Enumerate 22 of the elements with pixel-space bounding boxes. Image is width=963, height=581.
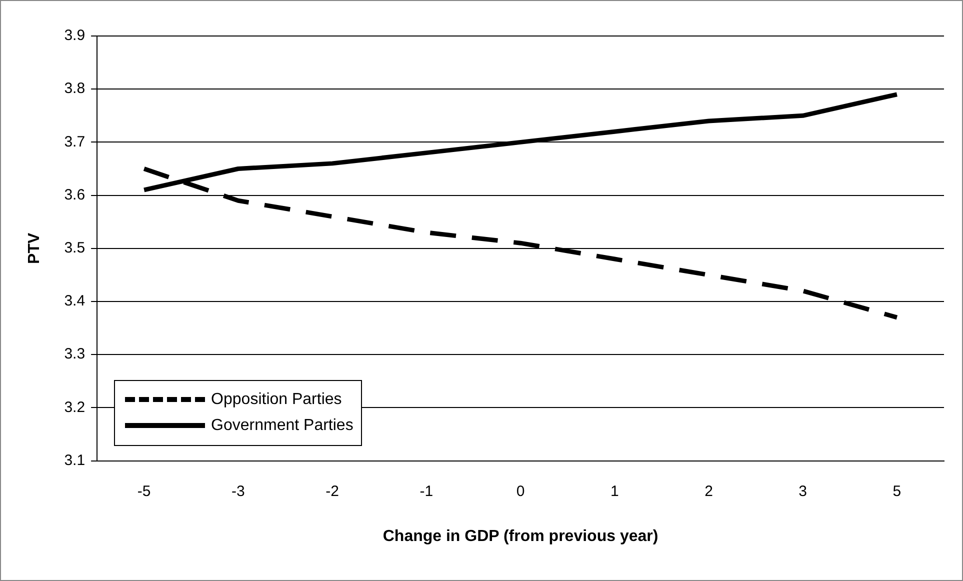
x-tick-label: 5 — [892, 482, 902, 500]
x-axis-title: Change in GDP (from previous year) — [382, 528, 658, 545]
x-tick-label: -1 — [420, 482, 434, 500]
x-tick-label: 0 — [516, 482, 525, 500]
y-tick-label: 3.1 — [64, 452, 86, 469]
legend-label: Opposition Parties — [211, 390, 342, 409]
legend-label: Government Parties — [211, 416, 354, 435]
x-tick-label: -2 — [326, 482, 339, 500]
x-tick-label: -3 — [232, 482, 245, 500]
x-tick-label: 2 — [704, 482, 713, 500]
y-tick-label: 3.5 — [64, 240, 86, 257]
y-tick-label: 3.7 — [64, 133, 86, 150]
y-tick-label: 3.4 — [64, 292, 86, 310]
y-tick-label: 3.3 — [64, 346, 86, 363]
x-tick-label: 3 — [798, 482, 808, 500]
y-tick-label: 3.8 — [64, 80, 86, 98]
y-tick-label: 3.2 — [64, 398, 86, 416]
y-tick-label: 3.9 — [64, 27, 86, 44]
x-tick-label: -5 — [137, 482, 151, 500]
x-tick-label: 1 — [610, 482, 619, 500]
y-axis-title: PTV — [26, 232, 44, 264]
y-tick-label: 3.6 — [64, 186, 86, 204]
